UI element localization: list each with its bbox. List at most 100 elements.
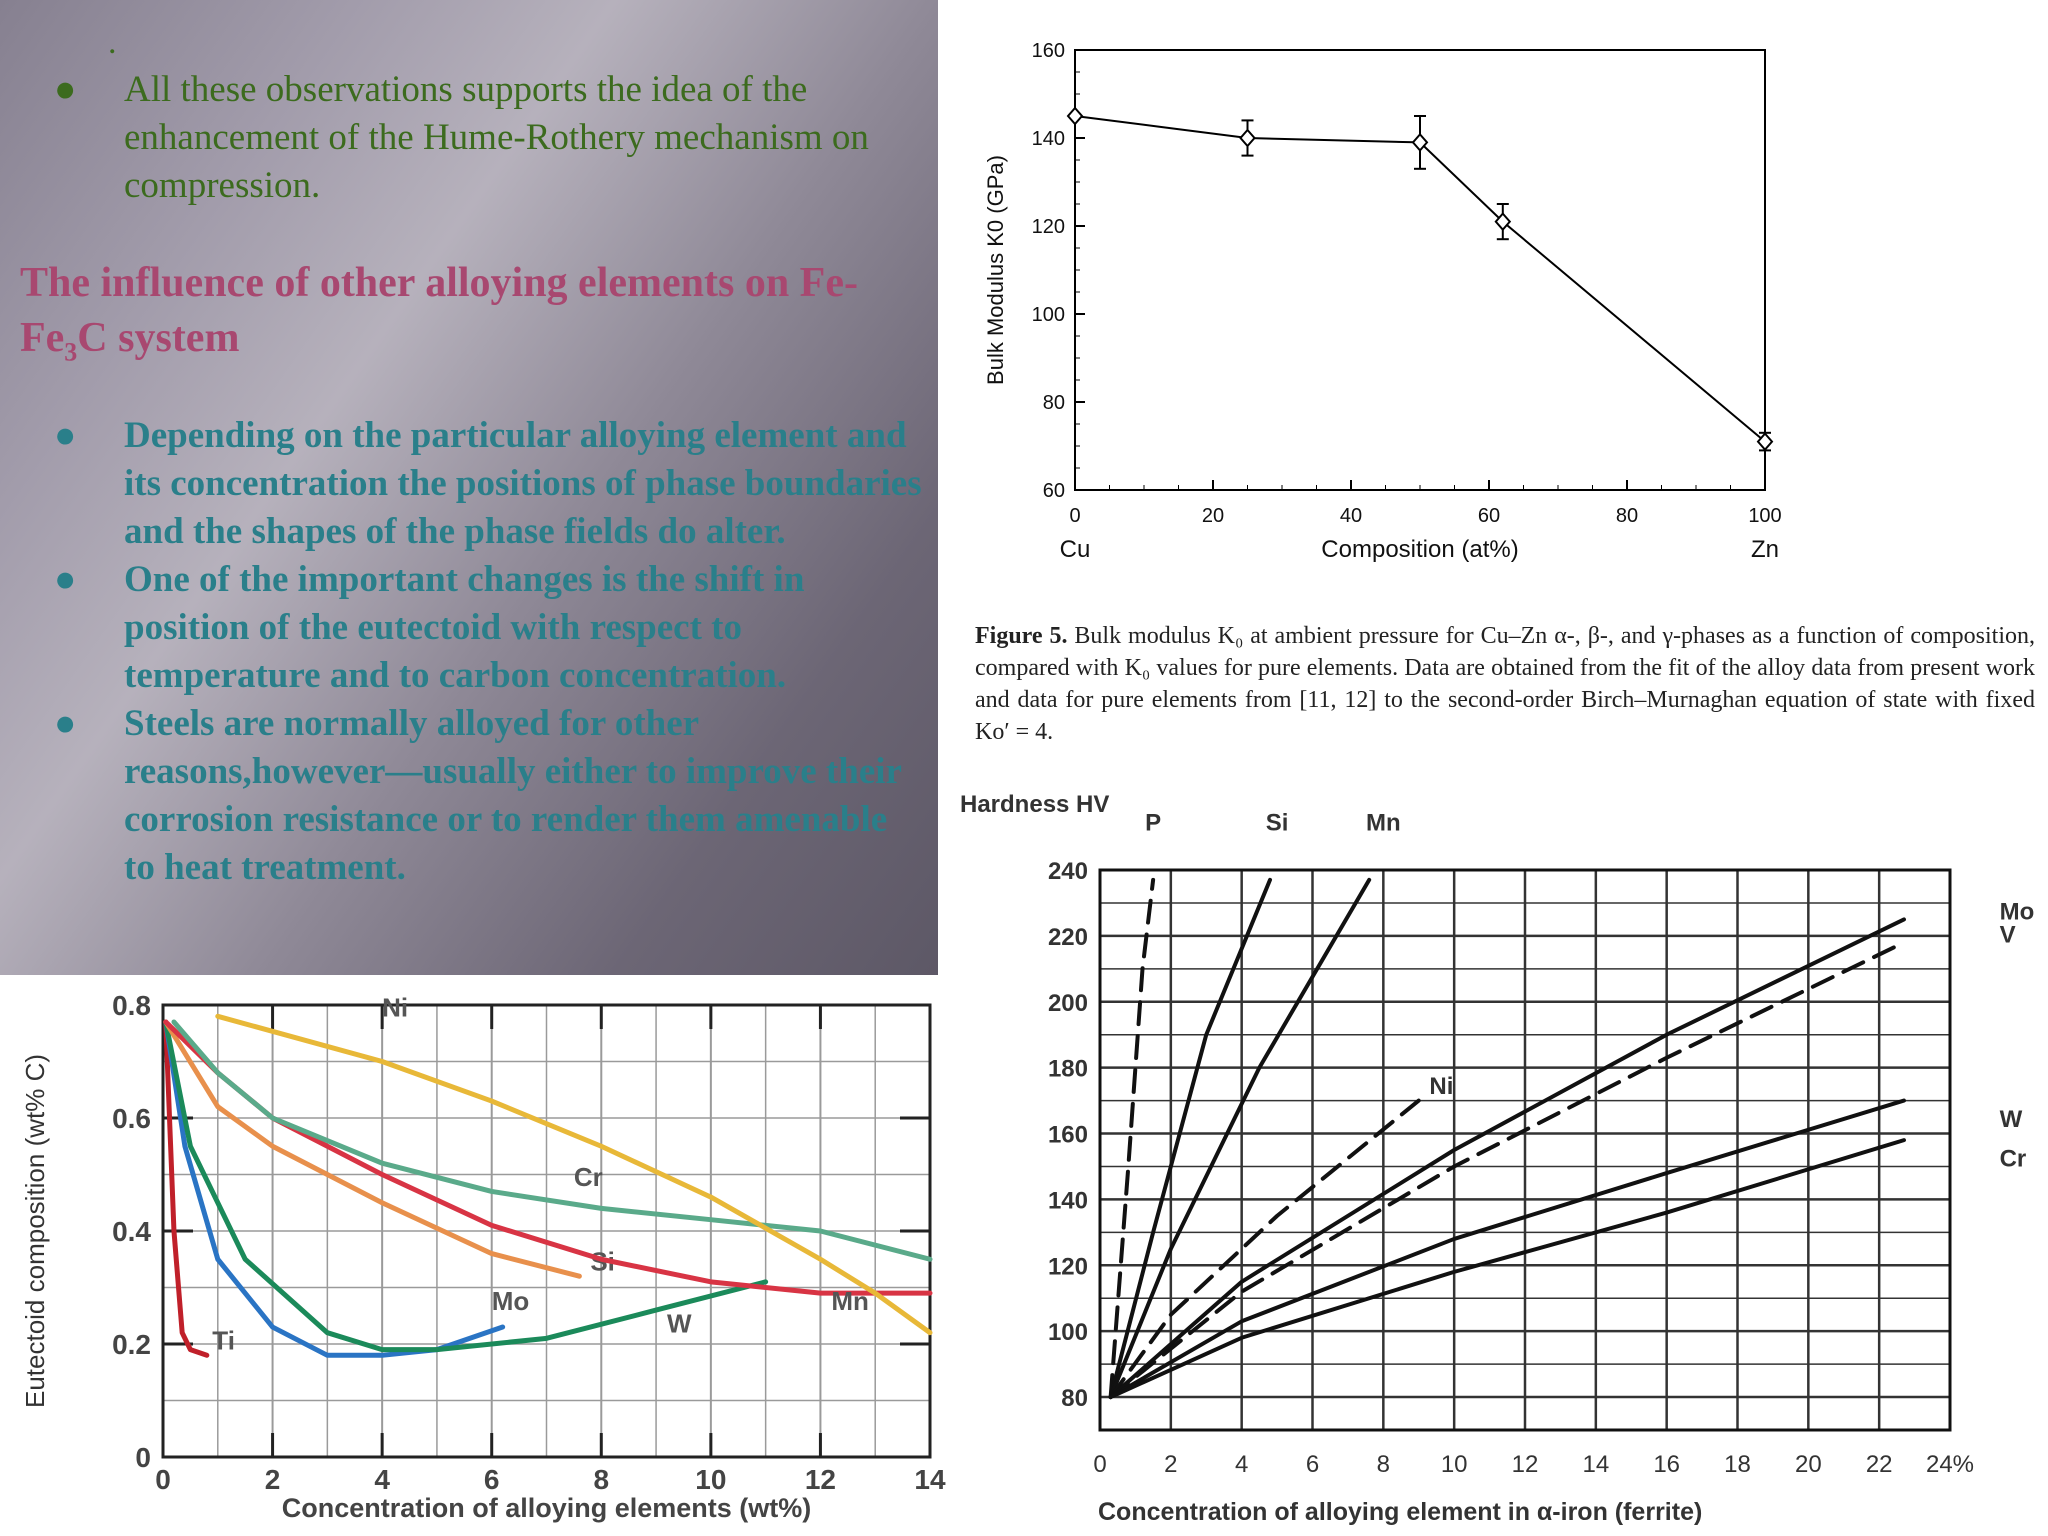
series-line-w bbox=[1108, 1098, 1906, 1400]
x-tick-label: 60 bbox=[1478, 505, 1500, 527]
series-label-mn: Mn bbox=[1366, 809, 1401, 836]
y-tick-label: 220 bbox=[1048, 924, 1088, 951]
x-tick-label: 16 bbox=[1653, 1451, 1680, 1478]
series-line-ni bbox=[215, 1013, 933, 1336]
y-tick-label: 160 bbox=[1048, 1122, 1088, 1149]
points-list: ● Depending on the particular alloying el… bbox=[54, 412, 924, 892]
x-end-label-left: Cu bbox=[1060, 536, 1091, 563]
x-tick-label: 0 bbox=[1093, 1451, 1106, 1478]
bullet-icon: ● bbox=[54, 559, 77, 600]
point-item: ● Depending on the particular alloying el… bbox=[54, 412, 924, 556]
x-tick-label: 100 bbox=[1748, 505, 1781, 527]
x-tick-label: 6 bbox=[1306, 1451, 1319, 1478]
x-tick-label: 20 bbox=[1202, 505, 1224, 527]
x-tick-label: 24% bbox=[1926, 1451, 1974, 1478]
bullet-icon: ● bbox=[54, 415, 77, 456]
series-label-mo: Mo bbox=[492, 1286, 530, 1316]
observation-list: ● All these observations supports the id… bbox=[54, 66, 904, 210]
y-tick-label: 0.8 bbox=[112, 990, 151, 1021]
section-heading: The influence of other alloying elements… bbox=[20, 256, 920, 379]
x-tick-label: 4 bbox=[374, 1464, 390, 1495]
bullet-icon: ● bbox=[54, 703, 77, 744]
y-tick-label: 0 bbox=[135, 1442, 151, 1473]
point-item: ● Steels are normally alloyed for other r… bbox=[54, 700, 924, 892]
caption-text: Bulk modulus K₀ at ambient pressure for … bbox=[975, 623, 2035, 745]
y-axis-label: Hardness HV bbox=[960, 791, 1109, 818]
series-line-ti bbox=[163, 1019, 210, 1358]
point-item: ● One of the important changes is the shi… bbox=[54, 556, 924, 700]
series-label-w: W bbox=[2000, 1106, 2023, 1133]
y-tick-label: 140 bbox=[1048, 1187, 1088, 1214]
series-line-si bbox=[163, 1019, 582, 1279]
heading-text: The influence of other alloying elements… bbox=[20, 260, 858, 361]
x-tick-label: 18 bbox=[1724, 1451, 1751, 1478]
y-tick-label: 80 bbox=[1061, 1385, 1088, 1412]
y-tick-label: 0.2 bbox=[112, 1329, 151, 1360]
x-tick-label: 14 bbox=[914, 1464, 946, 1495]
x-tick-label: 8 bbox=[593, 1464, 609, 1495]
observation-text: All these observations supports the idea… bbox=[124, 69, 869, 206]
caption-label: Figure 5. bbox=[975, 623, 1068, 649]
x-tick-label: 14 bbox=[1582, 1451, 1609, 1478]
y-tick-label: 100 bbox=[1048, 1319, 1088, 1346]
series-line-ni bbox=[1108, 1098, 1421, 1400]
stray-dot: . bbox=[108, 24, 117, 61]
series-line-cr bbox=[1108, 1138, 1906, 1400]
point-text: Steels are normally alloyed for other re… bbox=[124, 703, 902, 888]
series-label-w: W bbox=[667, 1309, 692, 1339]
y-tick-label: 0.4 bbox=[112, 1216, 151, 1247]
series-line-p bbox=[1108, 877, 1156, 1400]
y-tick-label: 140 bbox=[1032, 128, 1065, 150]
figure-caption: Figure 5. Bulk modulus K₀ at ambient pre… bbox=[975, 620, 2035, 748]
x-tick-label: 22 bbox=[1866, 1451, 1893, 1478]
series-label-cr: Cr bbox=[2000, 1145, 2027, 1172]
y-tick-label: 160 bbox=[1032, 40, 1065, 62]
data-point bbox=[1066, 106, 1084, 126]
series-line-si bbox=[1108, 877, 1272, 1400]
x-tick-label: 10 bbox=[695, 1464, 726, 1495]
slide-text-panel: . ● All these observations supports the … bbox=[0, 0, 938, 975]
series-label-mo: Mo bbox=[2000, 898, 2035, 925]
series-line-v bbox=[1108, 940, 1906, 1400]
plot-frame bbox=[1098, 868, 1952, 1432]
y-tick-label: 120 bbox=[1032, 216, 1065, 238]
y-tick-label: 200 bbox=[1048, 990, 1088, 1017]
chart-background bbox=[0, 985, 960, 1536]
y-tick-label: 180 bbox=[1048, 1056, 1088, 1083]
y-tick-label: 60 bbox=[1043, 480, 1065, 502]
y-tick-label: 120 bbox=[1048, 1253, 1088, 1280]
x-tick-label: 12 bbox=[1512, 1451, 1539, 1478]
data-point bbox=[1411, 132, 1429, 152]
x-axis-label: Concentration of alloying element in α-i… bbox=[1098, 1498, 1702, 1526]
x-tick-label: 4 bbox=[1235, 1451, 1248, 1478]
heading-text-end: C system bbox=[77, 315, 240, 361]
y-axis-label: Bulk Modulus K0 (GPa) bbox=[983, 155, 1008, 385]
y-tick-label: 0.6 bbox=[112, 1103, 151, 1134]
x-axis-label: Concentration of alloying elements (wt%) bbox=[282, 1493, 812, 1523]
x-tick-label: 2 bbox=[1164, 1451, 1177, 1478]
series-label-ti: Ti bbox=[212, 1326, 235, 1356]
bulk-modulus-chart: 60 80 100 120 140 160 0 20 40 60 80 100 Cu Zn Composit… bbox=[983, 40, 1782, 563]
x-tick-label: 6 bbox=[484, 1464, 500, 1495]
x-tick-label: 80 bbox=[1616, 505, 1638, 527]
series-line-mo bbox=[1108, 917, 1906, 1400]
series-label-p: P bbox=[1145, 809, 1161, 836]
y-axis-label: Eutectoid composition (wt% C) bbox=[20, 1054, 50, 1408]
point-text: One of the important changes is the shif… bbox=[124, 559, 805, 696]
x-axis-label: Composition (at%) bbox=[1321, 536, 1518, 563]
y-tick-label: 100 bbox=[1032, 304, 1065, 326]
x-tick-label: 10 bbox=[1441, 1451, 1468, 1478]
series-line-cr bbox=[171, 1019, 933, 1262]
observation-item: ● All these observations supports the id… bbox=[54, 66, 904, 210]
series-line-mn bbox=[1108, 877, 1372, 1400]
x-tick-label: 40 bbox=[1340, 505, 1362, 527]
data-point bbox=[1756, 432, 1774, 452]
eutectoid-chart: 0 0.2 0.4 0.6 0.8 0 2 4 6 8 10 12 14 Concentration of… bbox=[0, 985, 960, 1536]
bullet-icon: ● bbox=[54, 69, 77, 110]
x-tick-label: 8 bbox=[1377, 1451, 1390, 1478]
x-tick-label: 20 bbox=[1795, 1451, 1822, 1478]
series-label-cr: Cr bbox=[574, 1162, 603, 1192]
data-point bbox=[1494, 212, 1512, 232]
data-point bbox=[1239, 128, 1256, 148]
series-label-v: V bbox=[2000, 921, 2016, 948]
